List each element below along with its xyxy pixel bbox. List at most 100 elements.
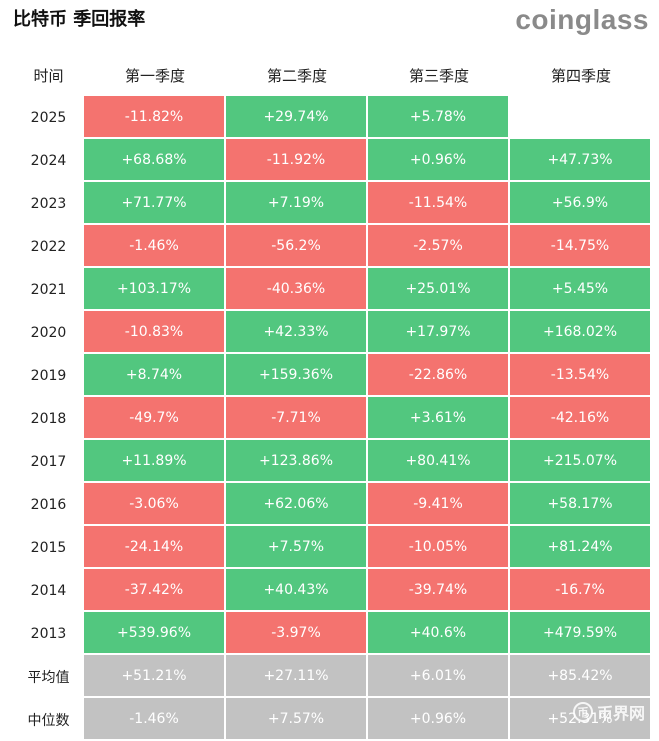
column-header-q1: 第一季度 [124, 66, 185, 85]
year-row: 2014 -37.42% +40.43% -39.74% -16.7% [13, 569, 652, 612]
summary-row: 平均值 +51.21% +27.11% +6.01% +85.42% [13, 655, 652, 698]
return-cell: -16.7% [510, 569, 652, 612]
row-label: 2019 [30, 367, 67, 384]
year-row: 2020 -10.83% +42.33% +17.97% +168.02% [13, 311, 652, 354]
return-cell: +479.59% [510, 612, 652, 655]
return-cell: +7.19% [226, 182, 368, 225]
row-label: 平均值 [27, 669, 70, 686]
row-label: 2024 [30, 152, 67, 169]
return-cell: +5.45% [510, 268, 652, 311]
year-row: 2017 +11.89% +123.86% +80.41% +215.07% [13, 440, 652, 483]
return-cell: +68.68% [84, 139, 226, 182]
year-row: 2018 -49.7% -7.71% +3.61% -42.16% [13, 397, 652, 440]
return-cell: -42.16% [510, 397, 652, 440]
return-cell: +3.61% [368, 397, 510, 440]
return-cell: -2.57% [368, 225, 510, 268]
row-label: 2021 [30, 281, 67, 298]
row-label: 2025 [30, 109, 67, 126]
return-cell: +80.41% [368, 440, 510, 483]
chart-title: 比特币 季回报率 [13, 9, 146, 30]
return-cell: +58.17% [510, 483, 652, 526]
year-row: 2022 -1.46% -56.2% -2.57% -14.75% [13, 225, 652, 268]
return-cell: +7.57% [226, 526, 368, 569]
return-cell: -11.82% [84, 96, 226, 139]
year-row: 2025 -11.82% +29.74% +5.78% [13, 96, 652, 139]
year-row: 2013 +539.96% -3.97% +40.6% +479.59% [13, 612, 652, 655]
empty-cell [510, 96, 652, 139]
year-row: 2015 -24.14% +7.57% -10.05% +81.24% [13, 526, 652, 569]
return-cell: -37.42% [84, 569, 226, 612]
quarterly-returns-table: 时间 第一季度 第二季度 第三季度 第四季度 2025 -11.82% +29.74… [13, 54, 652, 741]
return-cell: +123.86% [226, 440, 368, 483]
coinglass-logo: coinglass [515, 4, 649, 35]
return-cell: -7.71% [226, 397, 368, 440]
return-cell: +42.33% [226, 311, 368, 354]
return-cell: +8.74% [84, 354, 226, 397]
return-cell: +40.6% [368, 612, 510, 655]
row-label: 2023 [30, 195, 67, 212]
return-cell: +27.11% [226, 655, 368, 698]
return-cell: +103.17% [84, 268, 226, 311]
return-cell: +11.89% [84, 440, 226, 483]
return-cell: -11.92% [226, 139, 368, 182]
return-cell: +0.96% [368, 698, 510, 741]
return-cell: -1.46% [84, 225, 226, 268]
watermark-text: 币界网 [596, 704, 645, 723]
year-row: 2016 -3.06% +62.06% -9.41% +58.17% [13, 483, 652, 526]
row-label: 2022 [30, 238, 67, 255]
return-cell: -3.06% [84, 483, 226, 526]
return-cell: +5.78% [368, 96, 510, 139]
return-cell: +168.02% [510, 311, 652, 354]
return-cell: +6.01% [368, 655, 510, 698]
return-cell: +62.06% [226, 483, 368, 526]
column-header-q2: 第二季度 [266, 66, 327, 85]
return-cell: +539.96% [84, 612, 226, 655]
return-cell: -56.2% [226, 225, 368, 268]
column-header-q4: 第四季度 [550, 66, 611, 85]
return-cell: -10.05% [368, 526, 510, 569]
return-cell: -9.41% [368, 483, 510, 526]
return-cell: +7.57% [226, 698, 368, 741]
year-row: 2023 +71.77% +7.19% -11.54% +56.9% [13, 182, 652, 225]
year-row: 2024 +68.68% -11.92% +0.96% +47.73% [13, 139, 652, 182]
return-cell: +47.73% [510, 139, 652, 182]
return-cell: +85.42% [510, 655, 652, 698]
row-label: 2018 [30, 410, 67, 427]
return-cell: +215.07% [510, 440, 652, 483]
return-cell: -49.7% [84, 397, 226, 440]
return-cell: +56.9% [510, 182, 652, 225]
return-cell: -13.54% [510, 354, 652, 397]
table-header-row: 时间 第一季度 第二季度 第三季度 第四季度 [13, 54, 652, 96]
row-label: 2017 [30, 453, 67, 470]
row-label: 2014 [30, 582, 67, 599]
return-cell: +51.21% [84, 655, 226, 698]
return-cell: -40.36% [226, 268, 368, 311]
return-cell: -1.46% [84, 698, 226, 741]
return-cell: -24.14% [84, 526, 226, 569]
return-cell: +17.97% [368, 311, 510, 354]
return-cell: +81.24% [510, 526, 652, 569]
summary-row: 中位数 -1.46% +7.57% +0.96% +52.31% [13, 698, 652, 741]
row-label: 2020 [30, 324, 67, 341]
return-cell: -3.97% [226, 612, 368, 655]
return-cell: -22.86% [368, 354, 510, 397]
year-row: 2021 +103.17% -40.36% +25.01% +5.45% [13, 268, 652, 311]
return-cell: +0.96% [368, 139, 510, 182]
return-cell: +25.01% [368, 268, 510, 311]
row-label: 中位数 [27, 712, 70, 729]
return-cell: -14.75% [510, 225, 652, 268]
return-cell: +40.43% [226, 569, 368, 612]
year-row: 2019 +8.74% +159.36% -22.86% -13.54% [13, 354, 652, 397]
watermark: 币 币界网 [572, 700, 645, 724]
return-cell: +71.77% [84, 182, 226, 225]
return-cell: +159.36% [226, 354, 368, 397]
row-label: 2013 [30, 625, 67, 642]
return-cell: -10.83% [84, 311, 226, 354]
return-cell: -11.54% [368, 182, 510, 225]
row-label: 2015 [30, 539, 67, 556]
column-header-q3: 第三季度 [408, 66, 469, 85]
row-label: 2016 [30, 496, 67, 513]
watermark-logo-icon: 币 [572, 702, 593, 722]
return-cell: +29.74% [226, 96, 368, 139]
return-cell: -39.74% [368, 569, 510, 612]
